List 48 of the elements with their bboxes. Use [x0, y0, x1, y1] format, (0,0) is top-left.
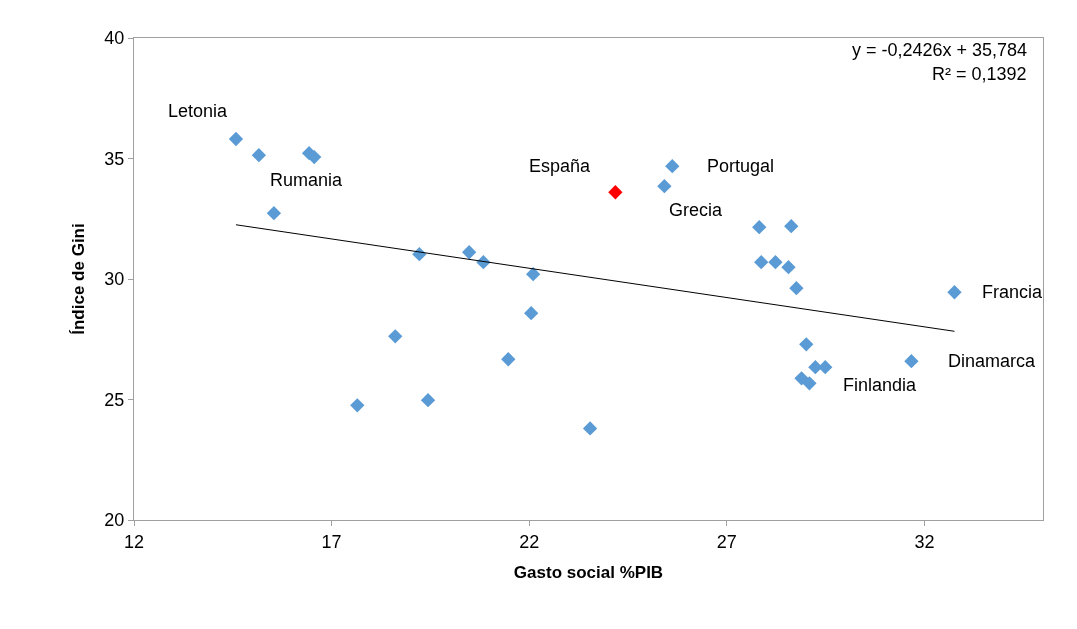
- x-tick-label: 32: [914, 531, 935, 552]
- annotation: y = -0,2426x + 35,784: [852, 40, 1028, 60]
- annotation: Francia: [982, 282, 1044, 302]
- point: [784, 219, 799, 234]
- annotation: Grecia: [669, 200, 723, 220]
- point: [307, 149, 322, 165]
- point: [582, 421, 598, 436]
- point: [657, 179, 672, 194]
- annotation: R² = 0,1392: [932, 64, 1027, 84]
- point: [251, 147, 267, 163]
- point: [818, 360, 833, 375]
- y-tick-label: 40: [104, 28, 125, 49]
- point: [350, 398, 365, 413]
- x-tick-label: 17: [321, 531, 342, 552]
- y-tick-label: 35: [104, 148, 125, 169]
- annotation: Dinamarca: [948, 351, 1037, 371]
- point: [461, 245, 477, 260]
- point: [768, 254, 783, 270]
- point: [524, 306, 539, 321]
- y-tick-label: 30: [104, 269, 125, 290]
- point: [752, 220, 767, 235]
- point: [526, 267, 541, 282]
- point: [420, 393, 436, 408]
- point: [947, 285, 962, 300]
- x-axis-title: Gasto social %PIB: [513, 563, 664, 582]
- point: [789, 281, 804, 296]
- y-tick-label: 20: [104, 510, 125, 531]
- annotation: Rumania: [270, 170, 344, 190]
- annotation: Letonia: [168, 101, 229, 121]
- x-tick-label: 22: [519, 531, 540, 552]
- point: [388, 329, 403, 344]
- point: [904, 354, 919, 369]
- point: [665, 159, 680, 174]
- annotation: Finlandia: [843, 375, 918, 395]
- annotation: España: [529, 156, 592, 176]
- y-tick-label: 25: [104, 389, 125, 410]
- annotation: Portugal: [707, 156, 775, 176]
- point: [608, 185, 623, 200]
- point: [802, 376, 817, 391]
- x-tick-label: 27: [716, 531, 737, 552]
- point: [501, 352, 516, 367]
- y-axis-title: Índice de Gini: [68, 223, 88, 335]
- point: [799, 337, 814, 352]
- point: [266, 206, 282, 221]
- x-tick-label: 12: [123, 531, 145, 552]
- point: [781, 260, 796, 275]
- point: [754, 254, 769, 270]
- point: [228, 131, 244, 147]
